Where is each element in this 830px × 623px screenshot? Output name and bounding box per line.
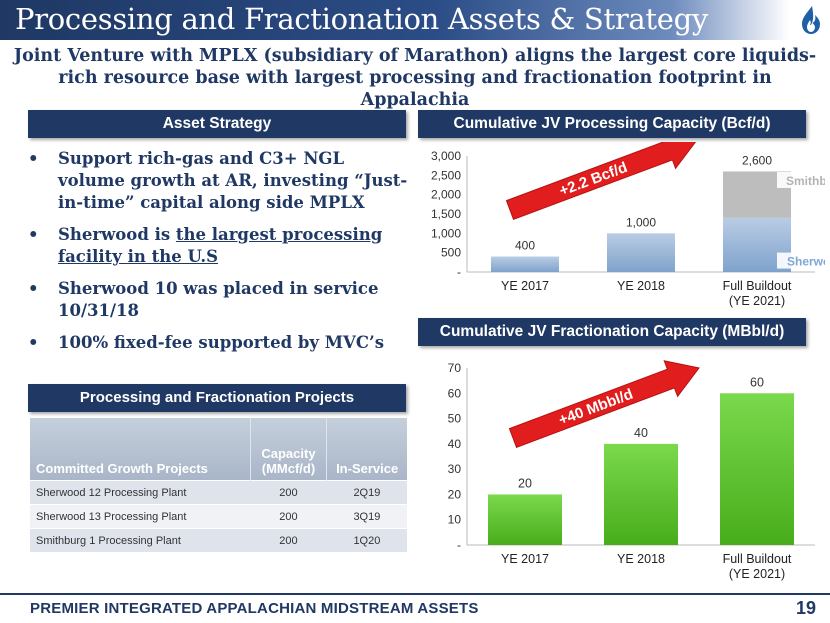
- bullet-dot-icon: •: [28, 333, 39, 352]
- column-header: In-Service: [326, 418, 407, 481]
- fractionation-capacity-chart: - 10 20 30 40 50 60 70 20 YE 2017 40 YE 2018 60 Full …: [448, 360, 815, 581]
- growth-arrow: +40 Mbbl/d: [508, 360, 700, 449]
- strategy-bullet-list: • Support rich-gas and C3+ NGL volume gr…: [28, 148, 408, 364]
- y-tick-label: 1,500: [431, 207, 461, 221]
- x-category-label: (YE 2021): [729, 567, 785, 581]
- y-tick-label: 2,000: [431, 188, 461, 202]
- series-tag-label: Sherwood: [787, 255, 825, 269]
- x-category-label: Full Buildout: [723, 552, 792, 566]
- growth-arrow: +2.2 Bcf/d: [505, 142, 698, 221]
- project-name-cell: Sherwood 12 Processing Plant: [30, 480, 251, 505]
- bar-value: [604, 443, 678, 545]
- table-row: Sherwood 13 Processing Plant 200 3Q19: [30, 504, 407, 529]
- bullet-text: Sherwood 10 was placed in service 10/31/…: [58, 279, 379, 320]
- capacity-cell: 200: [250, 480, 327, 505]
- series-tag-label: Smithburg: [786, 174, 825, 188]
- bullet-dot-icon: •: [28, 279, 39, 298]
- column-header: Capacity (MMcf/d): [250, 418, 328, 481]
- project-name-cell: Sherwood 13 Processing Plant: [30, 504, 251, 529]
- bullet-text: Support rich-gas and C3+ NGL volume grow…: [58, 149, 408, 212]
- asset-strategy-header: Asset Strategy: [28, 110, 406, 138]
- fractionation-chart-title: Cumulative JV Fractionation Capacity (MB…: [418, 318, 806, 346]
- processing-chart-title: Cumulative JV Processing Capacity (Bcf/d…: [418, 110, 806, 138]
- title-banner: Processing and Fractionation Assets & St…: [0, 0, 790, 40]
- y-tick-label: 1,000: [431, 226, 461, 240]
- growth-arrow-shape: [505, 142, 698, 221]
- growth-arrow-shape: [508, 360, 700, 449]
- y-tick-label: 2,500: [431, 168, 461, 182]
- company-flame-logo-icon: [802, 6, 820, 34]
- x-category-label: YE 2017: [501, 552, 549, 566]
- in-service-cell: 2Q19: [326, 480, 407, 505]
- y-tick-label: 3,000: [431, 149, 461, 163]
- footer-divider: [0, 593, 830, 595]
- bullet-item: • Support rich-gas and C3+ NGL volume gr…: [28, 148, 408, 214]
- bullet-text-prefix: Sherwood is: [58, 225, 176, 244]
- y-tick-label: 70: [448, 361, 462, 375]
- x-category-label: YE 2018: [617, 279, 665, 293]
- y-tick-label: 10: [448, 513, 462, 527]
- table-row: Sherwood 12 Processing Plant 200 2Q19: [30, 480, 407, 505]
- page-title: Processing and Fractionation Assets & St…: [15, 2, 708, 36]
- bullet-text-underlined: the largest processing facility in the U…: [58, 225, 383, 266]
- y-tick-label: 40: [448, 437, 462, 451]
- subtitle: Joint Venture with MPLX (subsidiary of M…: [13, 46, 817, 110]
- capacity-cell: 200: [250, 528, 327, 552]
- x-category-label: YE 2017: [501, 279, 549, 293]
- y-tick-label: 50: [448, 412, 462, 426]
- data-label: 40: [634, 426, 648, 440]
- x-category-label: Full Buildout: [723, 279, 792, 293]
- table-row: Smithburg 1 Processing Plant 200 1Q20: [30, 528, 407, 552]
- bar-value: [488, 494, 562, 545]
- y-tick-label: -: [457, 538, 461, 552]
- in-service-cell: 3Q19: [326, 504, 407, 529]
- processing-capacity-chart: - 500 1,000 1,500 2,000 2,500 3,000 400 YE 2017 1…: [431, 142, 825, 308]
- series-tag-box: [777, 252, 825, 269]
- projects-table: Committed Growth Projects Capacity (MMcf…: [30, 418, 407, 552]
- bullet-text: 100% fixed-fee supported by MVC’s: [58, 333, 384, 352]
- bullet-dot-icon: •: [28, 149, 39, 168]
- bullet-item: • 100% fixed-fee supported by MVC’s: [28, 332, 408, 354]
- bullet-item: • Sherwood is the largest processing fac…: [28, 224, 408, 268]
- footer-tagline: PREMIER INTEGRATED APPALACHIAN MIDSTREAM…: [30, 600, 479, 617]
- bullet-item: • Sherwood 10 was placed in service 10/3…: [28, 278, 408, 322]
- page-number: 19: [796, 598, 817, 618]
- y-tick-label: 500: [441, 246, 461, 260]
- y-tick-label: 20: [448, 487, 462, 501]
- y-tick-label: 30: [448, 462, 462, 476]
- x-category-label: (YE 2021): [729, 294, 785, 308]
- x-category-label: YE 2018: [617, 552, 665, 566]
- series-tag-box: [777, 171, 825, 188]
- bar-sherwood: [491, 256, 559, 272]
- data-label: 20: [518, 476, 532, 490]
- bar-sherwood: [607, 233, 675, 272]
- data-label: 400: [515, 239, 535, 253]
- y-tick-label: 60: [448, 386, 462, 400]
- column-header: Committed Growth Projects: [30, 418, 251, 481]
- bar-value: [720, 393, 794, 545]
- bullet-dot-icon: •: [28, 225, 39, 244]
- data-label: 1,000: [626, 215, 656, 229]
- y-tick-label: -: [457, 265, 461, 279]
- in-service-cell: 1Q20: [326, 528, 407, 552]
- data-label: 60: [750, 375, 764, 389]
- project-name-cell: Smithburg 1 Processing Plant: [30, 528, 251, 552]
- data-label: 2,600: [742, 153, 772, 167]
- projects-header: Processing and Fractionation Projects: [28, 384, 406, 412]
- capacity-cell: 200: [250, 504, 327, 529]
